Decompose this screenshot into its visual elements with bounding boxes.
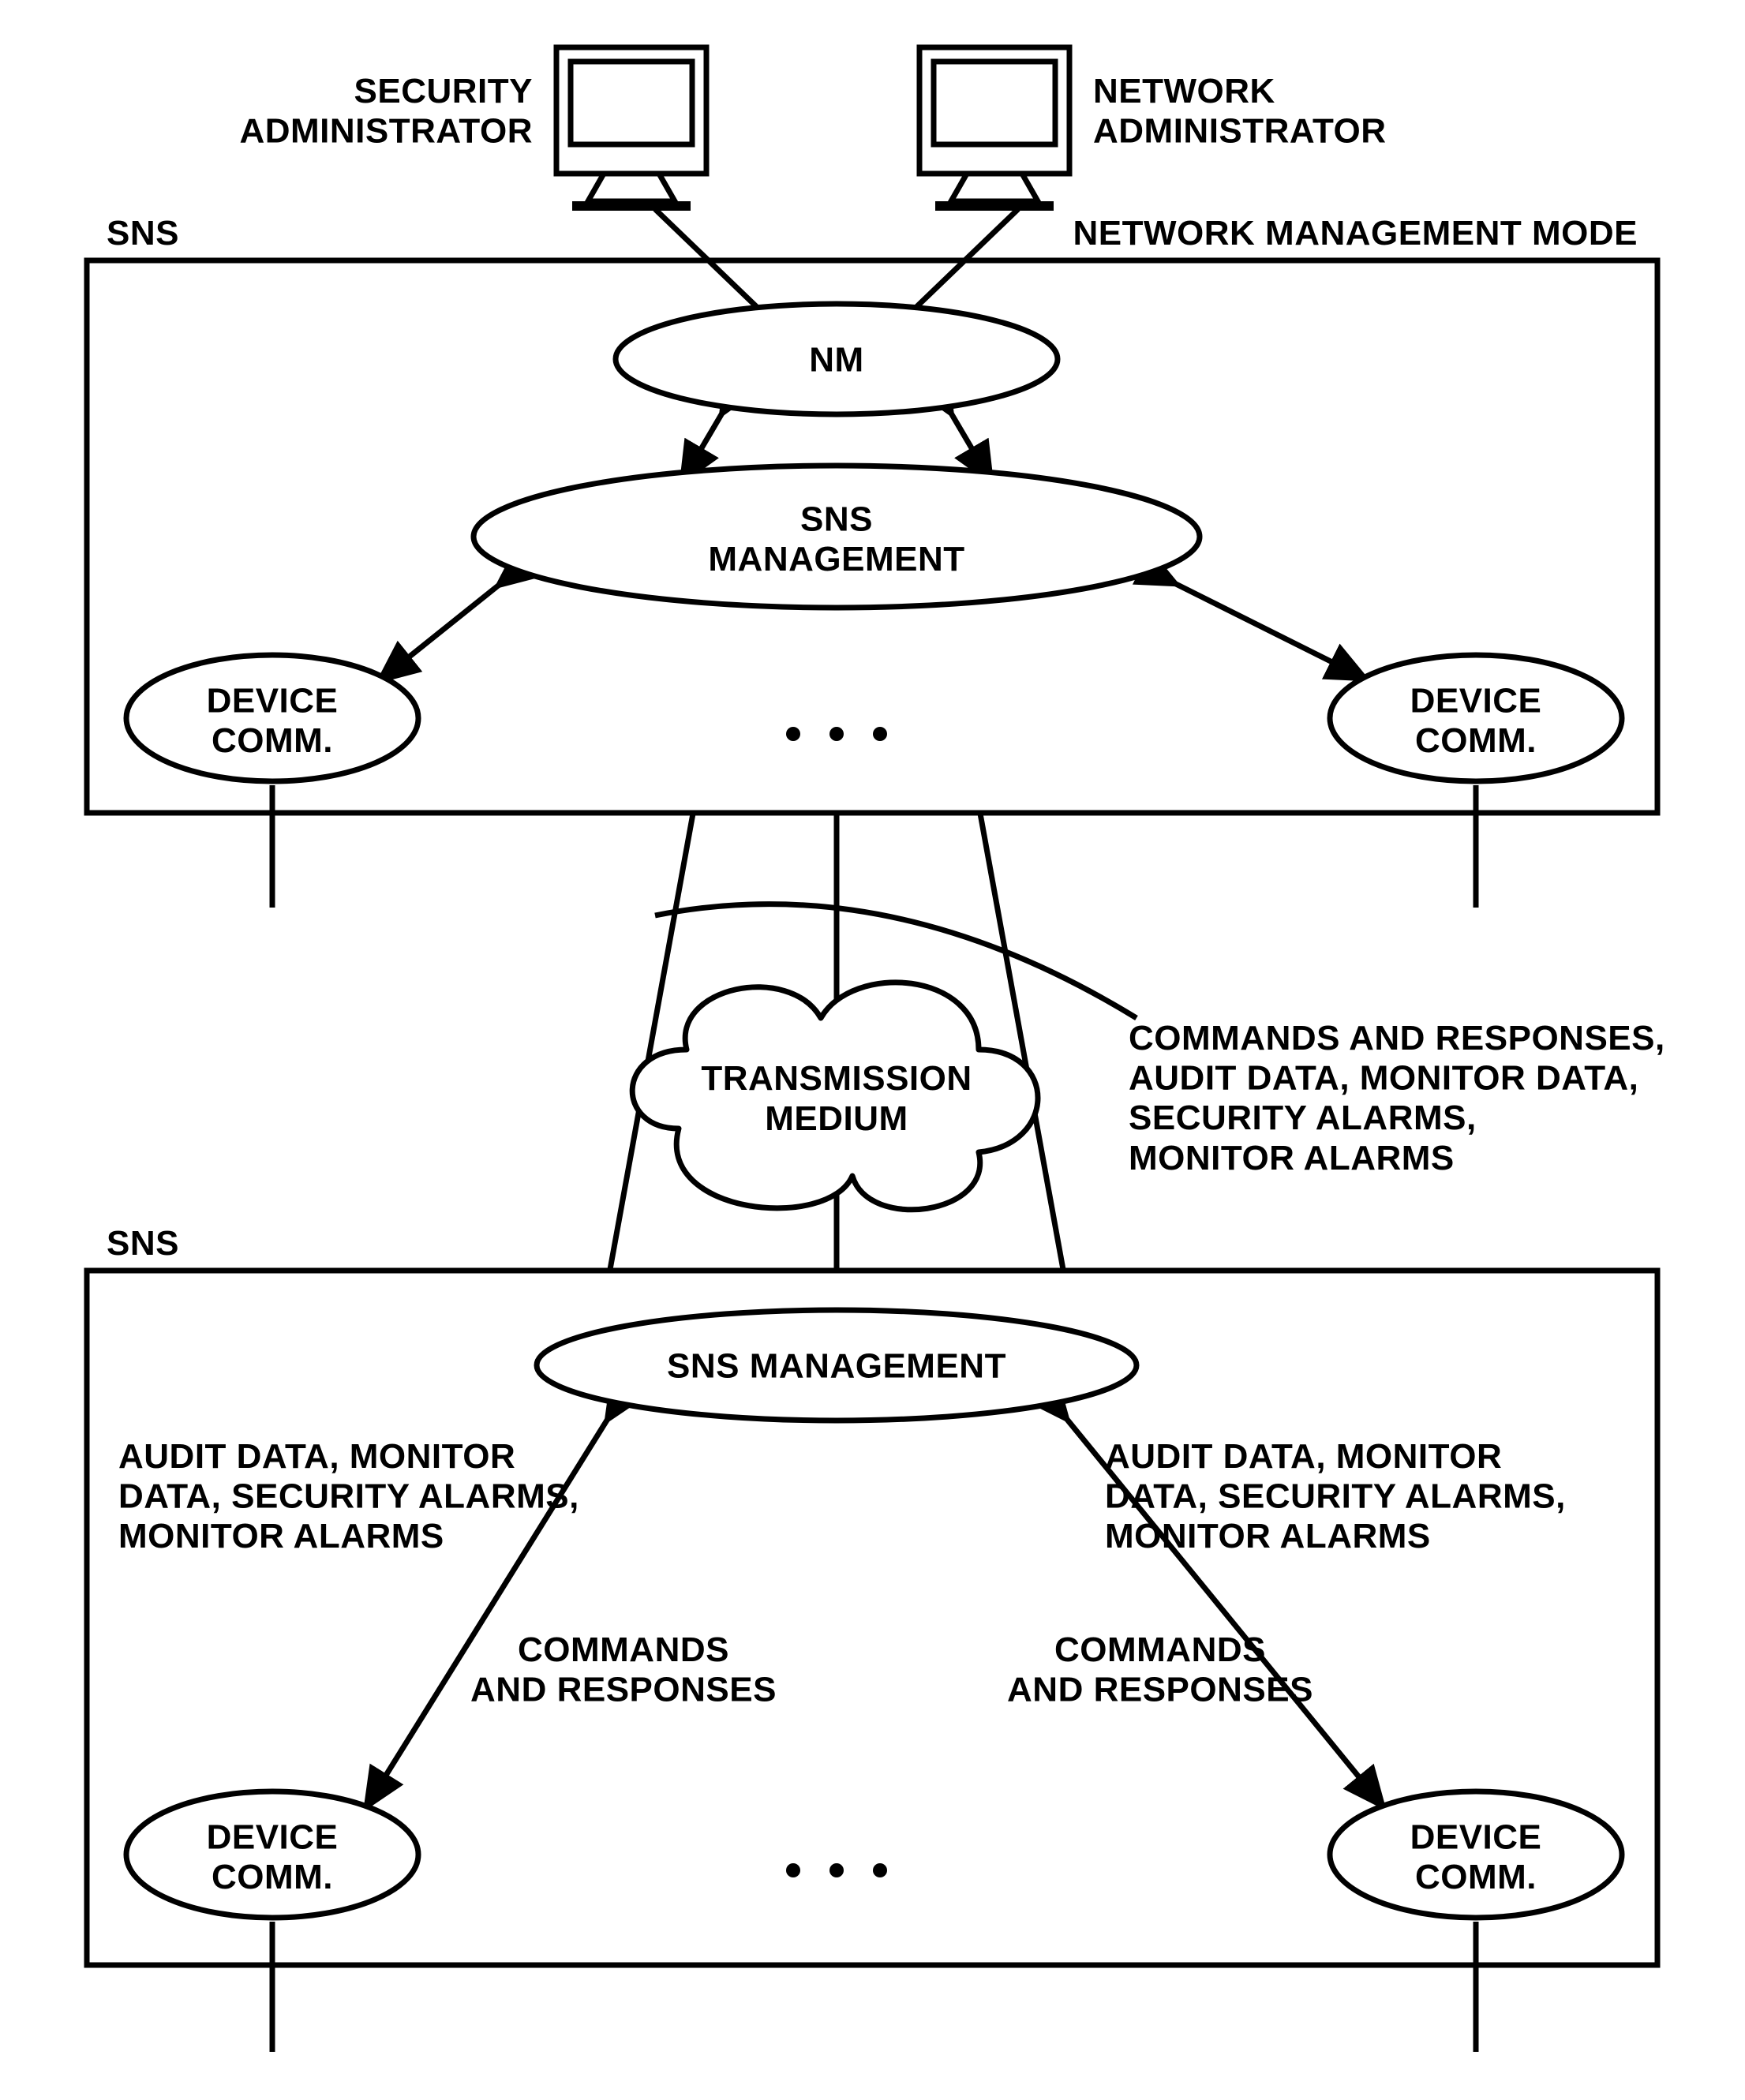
svg-text:SNS MANAGEMENT: SNS MANAGEMENT <box>667 1346 1006 1385</box>
svg-text:DEVICE: DEVICE <box>207 1817 339 1856</box>
svg-text:ADMINISTRATOR: ADMINISTRATOR <box>239 112 533 151</box>
svg-text:TRANSMISSION: TRANSMISSION <box>701 1059 972 1098</box>
svg-text:SECURITY ALARMS,: SECURITY ALARMS, <box>1129 1099 1477 1137</box>
svg-text:COMMANDS: COMMANDS <box>518 1630 729 1669</box>
ellipsis-dot-5 <box>873 1863 887 1877</box>
upper-sns-box-title-left: SNS <box>107 214 179 253</box>
svg-text:DEVICE: DEVICE <box>1410 681 1542 720</box>
svg-text:COMMANDS AND RESPONSES,: COMMANDS AND RESPONSES, <box>1129 1019 1665 1057</box>
svg-text:MONITOR ALARMS: MONITOR ALARMS <box>1129 1139 1455 1177</box>
svg-text:COMM.: COMM. <box>1415 1858 1537 1896</box>
svg-text:DEVICE: DEVICE <box>1410 1817 1542 1856</box>
svg-text:MANAGEMENT: MANAGEMENT <box>708 540 964 578</box>
nm-node-label: NM <box>809 340 863 379</box>
upper-sns-box-title-right: NETWORK MANAGEMENT MODE <box>1073 214 1638 253</box>
svg-text:AUDIT DATA, MONITOR DATA,: AUDIT DATA, MONITOR DATA, <box>1129 1059 1638 1098</box>
svg-text:MONITOR ALARMS: MONITOR ALARMS <box>1105 1517 1431 1555</box>
svg-text:ADMINISTRATOR: ADMINISTRATOR <box>1093 112 1387 151</box>
svg-text:COMM.: COMM. <box>1415 721 1537 760</box>
svg-text:AUDIT DATA, MONITOR: AUDIT DATA, MONITOR <box>1105 1437 1502 1476</box>
svg-text:SNS: SNS <box>800 500 873 538</box>
lower-devcomm-r-label: DEVICECOMM. <box>1410 1817 1542 1896</box>
upper-devcomm-l-label: DEVICECOMM. <box>207 681 339 760</box>
svg-text:NM: NM <box>809 340 863 379</box>
svg-text:COMMANDS: COMMANDS <box>1054 1630 1266 1669</box>
svg-text:MEDIUM: MEDIUM <box>765 1099 908 1138</box>
svg-text:AUDIT DATA, MONITOR: AUDIT DATA, MONITOR <box>118 1437 515 1476</box>
svg-text:DATA, SECURITY ALARMS,: DATA, SECURITY ALARMS, <box>118 1477 579 1516</box>
svg-text:DATA, SECURITY ALARMS,: DATA, SECURITY ALARMS, <box>1105 1477 1566 1516</box>
ellipsis-dot-0 <box>786 727 800 741</box>
ellipsis-dot-4 <box>829 1863 844 1877</box>
ellipsis-dot-2 <box>873 727 887 741</box>
svg-text:MONITOR ALARMS: MONITOR ALARMS <box>118 1517 444 1555</box>
svg-text:DEVICE: DEVICE <box>207 681 339 720</box>
upper-devcomm-r-label: DEVICECOMM. <box>1410 681 1542 760</box>
ellipsis-dot-1 <box>829 727 844 741</box>
ellipsis-dot-3 <box>786 1863 800 1877</box>
sns-network-diagram: SNSNETWORK MANAGEMENT MODESNSSECURITYADM… <box>0 0 1745 2100</box>
svg-text:COMM.: COMM. <box>212 721 333 760</box>
svg-text:NETWORK: NETWORK <box>1093 72 1275 110</box>
svg-text:NETWORK MANAGEMENT MODE: NETWORK MANAGEMENT MODE <box>1073 214 1638 253</box>
lower-sns-box-title-left: SNS <box>107 1224 179 1263</box>
lower-sns-mgmt-label: SNS MANAGEMENT <box>667 1346 1006 1385</box>
svg-text:SNS: SNS <box>107 214 179 253</box>
svg-text:SECURITY: SECURITY <box>354 72 533 110</box>
svg-text:COMM.: COMM. <box>212 1858 333 1896</box>
svg-text:AND RESPONSES: AND RESPONSES <box>1007 1671 1313 1709</box>
svg-text:SNS: SNS <box>107 1224 179 1263</box>
svg-text:AND RESPONSES: AND RESPONSES <box>470 1671 777 1709</box>
lower-devcomm-l-label: DEVICECOMM. <box>207 1817 339 1896</box>
